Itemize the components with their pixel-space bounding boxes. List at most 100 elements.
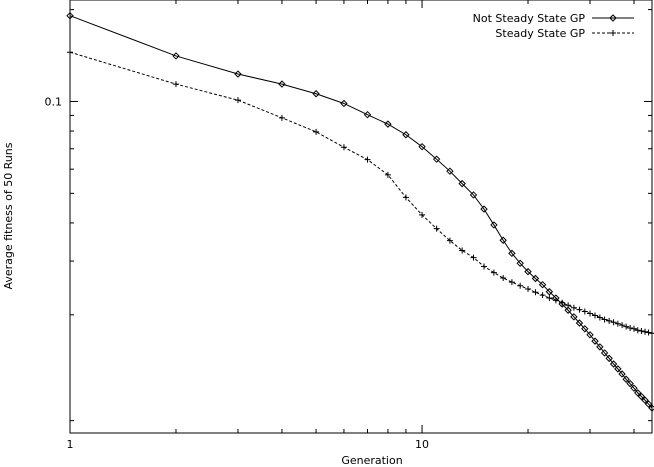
x-axis-label: Generation bbox=[341, 454, 402, 467]
data-point bbox=[363, 110, 372, 119]
data-point bbox=[565, 302, 572, 309]
data-point bbox=[600, 349, 609, 357]
data-point bbox=[172, 81, 179, 88]
data-point bbox=[525, 285, 532, 292]
data-point bbox=[402, 131, 410, 139]
data-point bbox=[581, 308, 588, 315]
legend: Not Steady State GP Steady State GP bbox=[473, 12, 634, 40]
data-point bbox=[312, 90, 320, 98]
data-point bbox=[234, 97, 241, 104]
data-point bbox=[539, 292, 546, 299]
data-point bbox=[481, 263, 488, 270]
data-point bbox=[67, 49, 73, 56]
data-point bbox=[610, 319, 617, 326]
data-point bbox=[402, 194, 409, 201]
data-point bbox=[532, 289, 539, 296]
x-tick-label: 1 bbox=[67, 438, 74, 451]
data-point bbox=[623, 323, 630, 330]
data-point bbox=[637, 392, 646, 401]
data-point bbox=[508, 279, 515, 286]
data-point bbox=[627, 325, 634, 332]
plot-frame bbox=[69, 0, 653, 434]
data-point bbox=[614, 320, 621, 327]
data-point bbox=[364, 156, 371, 163]
data-point bbox=[433, 225, 440, 232]
data-point bbox=[645, 329, 652, 336]
data-point bbox=[490, 221, 498, 229]
data-point bbox=[641, 396, 649, 404]
data-point bbox=[340, 99, 348, 108]
data-point bbox=[446, 167, 454, 175]
data-point bbox=[581, 325, 589, 333]
data-point bbox=[638, 328, 645, 335]
data-point bbox=[546, 295, 553, 302]
data-point bbox=[516, 259, 524, 267]
series-group bbox=[66, 11, 654, 412]
data-point bbox=[614, 365, 622, 373]
data-point bbox=[384, 171, 391, 178]
data-point bbox=[630, 325, 637, 332]
series-2 bbox=[67, 49, 654, 337]
data-point bbox=[564, 306, 572, 314]
data-point bbox=[458, 179, 466, 188]
data-point bbox=[340, 144, 347, 151]
legend-label: Not Steady State GP bbox=[473, 12, 586, 25]
data-point bbox=[313, 128, 320, 135]
data-point bbox=[418, 142, 426, 151]
data-point bbox=[576, 306, 583, 313]
data-point bbox=[524, 267, 532, 276]
data-point bbox=[618, 370, 626, 378]
data-point bbox=[500, 275, 507, 282]
data-point bbox=[419, 211, 426, 218]
data-point bbox=[432, 155, 441, 163]
data-point bbox=[644, 400, 653, 408]
data-point bbox=[278, 114, 285, 121]
data-point bbox=[552, 297, 559, 304]
data-point bbox=[586, 331, 594, 339]
data-point bbox=[591, 337, 599, 345]
data-point bbox=[605, 354, 613, 363]
data-point bbox=[172, 52, 180, 60]
data-point bbox=[545, 288, 554, 296]
data-point bbox=[642, 328, 649, 335]
data-point bbox=[538, 280, 547, 289]
data-point bbox=[622, 375, 630, 383]
data-point bbox=[470, 254, 477, 261]
series-line bbox=[69, 15, 653, 409]
data-point bbox=[596, 343, 604, 351]
data-point bbox=[66, 11, 74, 20]
data-point bbox=[592, 312, 599, 319]
data-point bbox=[634, 389, 642, 397]
data-point bbox=[648, 404, 654, 412]
data-point bbox=[596, 314, 603, 321]
data-point bbox=[630, 384, 638, 392]
data-point bbox=[480, 205, 488, 213]
data-point bbox=[575, 319, 584, 327]
x-tick-label: 10 bbox=[415, 438, 429, 451]
data-point bbox=[570, 313, 578, 321]
data-point bbox=[626, 379, 634, 388]
data-point bbox=[234, 70, 242, 78]
series-line bbox=[69, 51, 653, 334]
data-point bbox=[649, 330, 654, 337]
data-point bbox=[587, 310, 594, 317]
data-point bbox=[570, 304, 577, 311]
y-axis-label: Average fitness of 50 Runs bbox=[2, 142, 15, 289]
ticks-group: 1 10 0.1 bbox=[45, 0, 652, 451]
y-tick-label: 0.1 bbox=[45, 95, 63, 108]
legend-marker bbox=[610, 30, 616, 36]
data-point bbox=[278, 80, 286, 88]
data-point bbox=[446, 237, 453, 244]
data-point bbox=[459, 247, 466, 254]
data-point bbox=[634, 327, 641, 334]
data-point bbox=[508, 249, 516, 258]
data-point bbox=[517, 282, 524, 289]
data-point bbox=[384, 120, 392, 128]
data-point bbox=[609, 360, 618, 368]
data-point bbox=[469, 191, 478, 199]
data-point bbox=[490, 269, 497, 276]
legend-marker bbox=[609, 14, 617, 22]
data-point bbox=[601, 316, 608, 323]
data-point bbox=[531, 274, 540, 283]
